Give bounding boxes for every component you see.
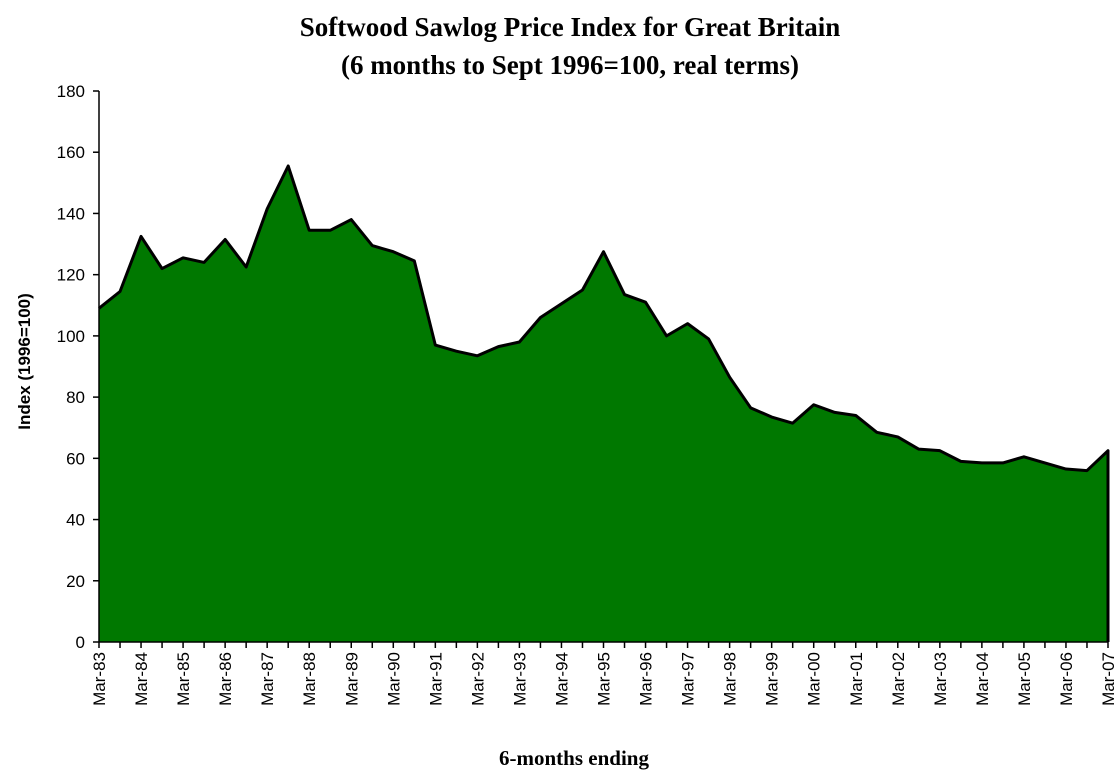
x-tick-label: Mar-06: [1057, 652, 1076, 706]
y-tick-label: 180: [57, 82, 85, 101]
x-axis-title: 6-months ending: [499, 746, 649, 770]
y-axis-ticks: 0 20 40 60 80 100 120 140 160 180: [57, 82, 99, 652]
x-tick-label: Mar-90: [384, 652, 403, 706]
x-tick-label: Mar-83: [90, 652, 109, 706]
x-tick-label: Mar-05: [1015, 652, 1034, 706]
x-tick-label: Mar-94: [552, 652, 571, 706]
y-tick-label: 140: [57, 204, 85, 223]
y-tick-label: 100: [57, 327, 85, 346]
chart-title: Softwood Sawlog Price Index for Great Br…: [299, 12, 841, 42]
y-tick-label: 160: [57, 143, 85, 162]
x-tick-label: Mar-91: [426, 652, 445, 706]
x-tick-label: Mar-96: [637, 652, 656, 706]
x-tick-label: Mar-95: [595, 652, 614, 706]
x-tick-label: Mar-98: [721, 652, 740, 706]
x-tick-label: Mar-86: [216, 652, 235, 706]
y-tick-label: 40: [66, 511, 85, 530]
x-tick-label: Mar-99: [763, 652, 782, 706]
x-tick-label: Mar-89: [342, 652, 361, 706]
x-tick-label: Mar-84: [132, 652, 151, 706]
x-tick-label: Mar-02: [889, 652, 908, 706]
y-tick-label: 60: [66, 449, 85, 468]
x-tick-label: Mar-97: [679, 652, 698, 706]
x-tick-label: Mar-07: [1099, 652, 1115, 706]
y-tick-label: 20: [66, 572, 85, 591]
x-tick-label: Mar-93: [510, 652, 529, 706]
x-tick-label: Mar-88: [300, 652, 319, 706]
x-tick-label: Mar-03: [931, 652, 950, 706]
y-tick-label: 0: [76, 633, 85, 652]
x-tick-label: Mar-00: [805, 652, 824, 706]
x-tick-label: Mar-85: [174, 652, 193, 706]
area-fill: [99, 166, 1108, 642]
x-tick-label: Mar-04: [973, 652, 992, 706]
chart-subtitle: (6 months to Sept 1996=100, real terms): [340, 50, 800, 80]
y-axis-title: Index (1996=100): [15, 293, 34, 430]
x-tick-label: Mar-92: [468, 652, 487, 706]
x-tick-label: Mar-01: [847, 652, 866, 706]
y-tick-label: 80: [66, 388, 85, 407]
x-tick-label: Mar-87: [258, 652, 277, 706]
x-axis-ticks: Mar-83 Mar-84 Mar-85 Mar-86 Mar-87 Mar-88 Mar-…: [90, 642, 1115, 706]
series-line: [98, 164, 1110, 642]
y-tick-label: 120: [57, 266, 85, 285]
